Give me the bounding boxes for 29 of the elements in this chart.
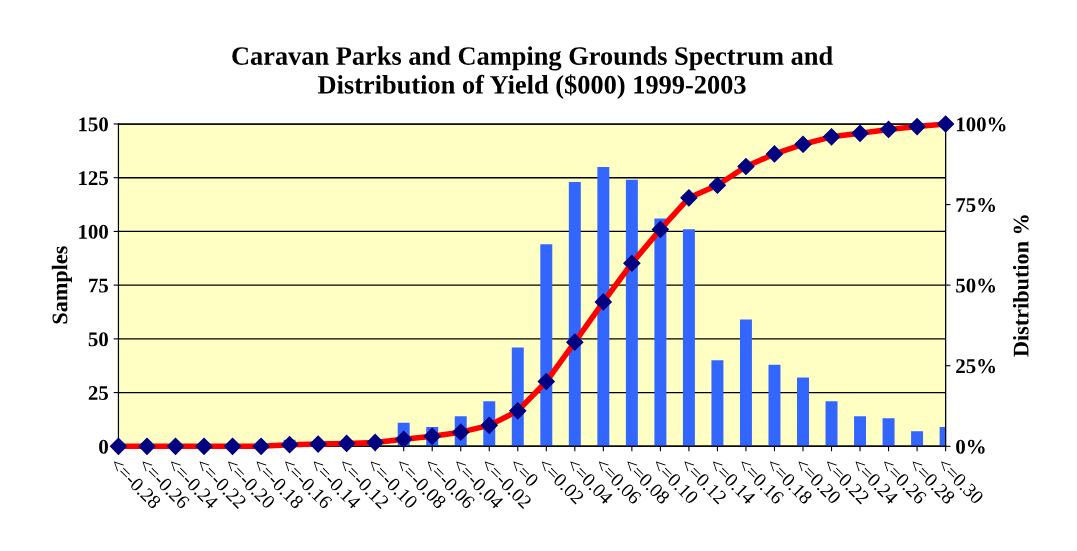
y2-tick-label: 25% [956, 359, 996, 374]
chart-title: Caravan Parks and Camping Grounds Spectrum and Distribution of Yield ($000) 1999-2003 [232, 46, 833, 100]
y2-tick-label: 50% [956, 278, 996, 293]
y-tick-label: 75 [89, 278, 108, 293]
y-tick-label: 0 [99, 439, 108, 454]
bar [625, 179, 638, 447]
y-tick-label: 25 [88, 386, 108, 401]
y-tick-label: 100 [79, 224, 108, 239]
y2-tick-label: 75% [956, 197, 996, 213]
bar [854, 416, 867, 447]
bar [882, 418, 895, 447]
bar [911, 431, 924, 447]
bar [768, 364, 781, 447]
y2-axis-title: Distribution % [1012, 215, 1029, 357]
bar [797, 377, 809, 447]
y-tick-label: 50 [88, 332, 108, 347]
bar [825, 401, 838, 447]
y-tick-label: 150 [79, 117, 108, 132]
y2-tick-label: 100% [957, 117, 1006, 132]
bar [568, 182, 581, 447]
bar [739, 319, 752, 447]
bar [597, 166, 610, 447]
y2-tick-label: 0% [956, 439, 985, 454]
y-tick-label: 125 [79, 171, 108, 186]
bar [711, 360, 724, 447]
y-axis-title: Samples [51, 246, 72, 324]
bar [682, 229, 695, 447]
bar [540, 244, 553, 447]
bar [654, 218, 667, 447]
